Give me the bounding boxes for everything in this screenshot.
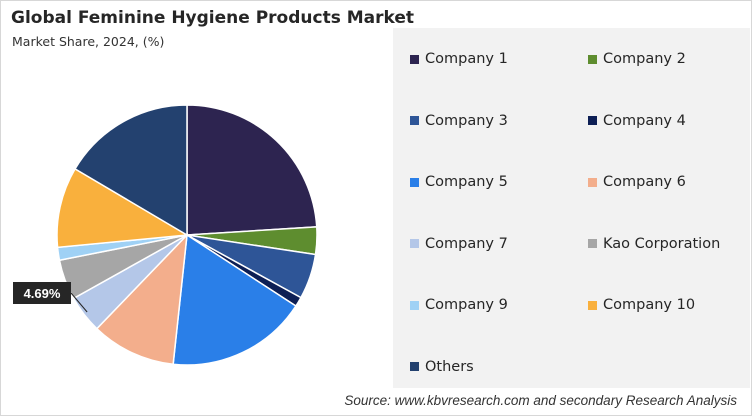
legend-swatch [588, 116, 597, 125]
pie-slice-others [74, 104, 188, 237]
legend-label: Company 10 [603, 297, 696, 313]
pie-slice-company-6 [95, 232, 188, 366]
pie-chart [56, 104, 318, 366]
pie-slice-company-1 [186, 104, 318, 236]
legend-swatch [588, 239, 597, 248]
legend-swatch [410, 300, 419, 310]
pie-slice-company-10 [56, 167, 190, 249]
legend-label: Company 4 [603, 112, 686, 129]
legend-swatch [410, 239, 419, 248]
data-label-leader-line [70, 292, 88, 313]
legend-label: Company 1 [425, 51, 508, 67]
legend-label: Others [425, 358, 474, 375]
legend-label: Company 9 [425, 297, 508, 313]
legend-swatch [410, 177, 419, 187]
legend-swatch [410, 54, 419, 64]
pie-slice-company-5 [172, 233, 297, 366]
legend-item-company-4: Company 4 [588, 113, 686, 129]
legend-swatch [588, 177, 597, 187]
legend-swatch [410, 116, 419, 125]
legend-item-company-10: Company 10 [588, 297, 695, 313]
legend-item-company-2: Company 2 [588, 51, 686, 67]
legend-label: Company 2 [603, 51, 686, 67]
legend-label: Kao Corporation [603, 235, 721, 252]
legend-item-company-1: Company 1 [410, 51, 508, 67]
chart-subtitle: Market Share, 2024, (%) [12, 34, 165, 49]
chart-title: Global Feminine Hygiene Products Market [11, 8, 415, 28]
legend-swatch [410, 362, 419, 371]
legend-item-company-5: Company 5 [410, 174, 508, 190]
legend-label: Company 6 [603, 174, 686, 190]
legend-item-company-7: Company 7 [410, 236, 508, 252]
legend-item-kao-corporation: Kao Corporation [588, 236, 720, 252]
legend-item-others: Others [410, 359, 474, 375]
source-note: Source: www.kbvresearch.com and secondar… [344, 393, 737, 408]
legend-item-company-3: Company 3 [410, 113, 508, 129]
legend-item-company-6: Company 6 [588, 174, 686, 190]
legend-label: Company 5 [425, 174, 508, 190]
data-label-company-7: 4.69% [13, 282, 71, 304]
legend-swatch [588, 300, 597, 310]
legend: Company 1 Company 2 Company 3 Company 4 Comp… [393, 28, 750, 388]
legend-swatch [588, 54, 597, 64]
legend-item-company-9: Company 9 [410, 297, 508, 313]
legend-label: Company 3 [425, 112, 508, 129]
legend-label: Company 7 [425, 235, 508, 252]
